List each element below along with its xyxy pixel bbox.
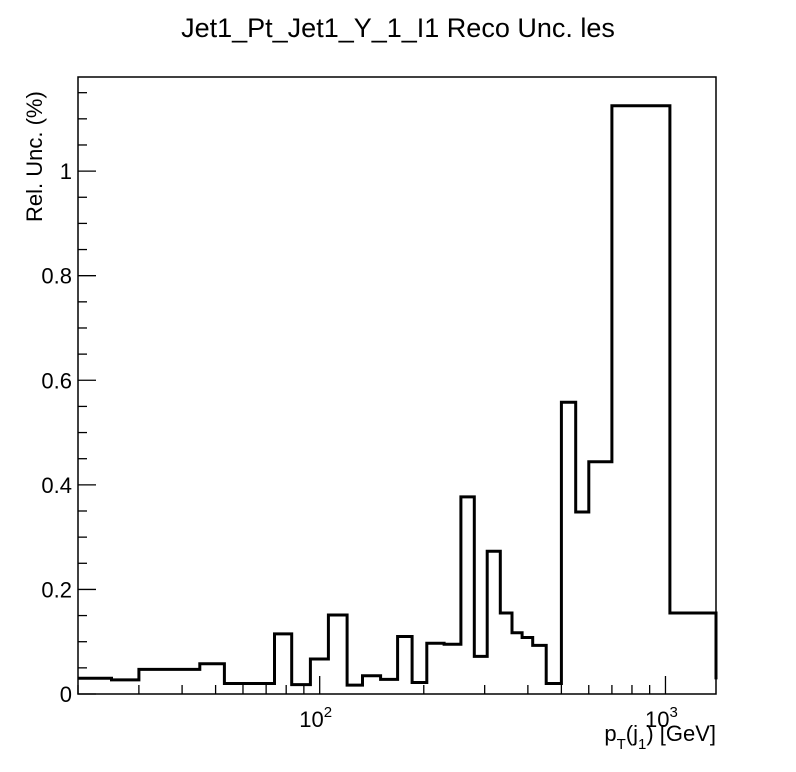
y-tick-label: 1 — [60, 159, 72, 184]
y-tick-label: 0 — [60, 682, 72, 707]
x-axis-ticks — [77, 676, 667, 694]
y-tick-label: 0.6 — [41, 368, 72, 393]
y-axis-tick-labels: 0 0.2 0.4 0.6 0.8 1 — [41, 159, 72, 707]
x-tick-label: 103 — [645, 704, 678, 732]
y-axis-label: Rel. Unc. (%) — [22, 91, 47, 222]
plot-frame — [77, 76, 717, 695]
histogram-series-line — [78, 104, 718, 687]
chart-title: Jet1_Pt_Jet1_Y_1_I1 Reco Unc. les — [181, 13, 615, 43]
y-tick-label: 0.8 — [41, 264, 72, 289]
x-axis-label: pT(j1) [GeV] — [604, 721, 716, 753]
x-axis-tick-labels: 102 103 — [299, 704, 678, 732]
y-tick-label: 0.4 — [41, 473, 72, 498]
y-axis-ticks — [78, 92, 96, 695]
y-tick-label: 0.2 — [41, 577, 72, 602]
x-tick-label: 102 — [299, 704, 332, 732]
